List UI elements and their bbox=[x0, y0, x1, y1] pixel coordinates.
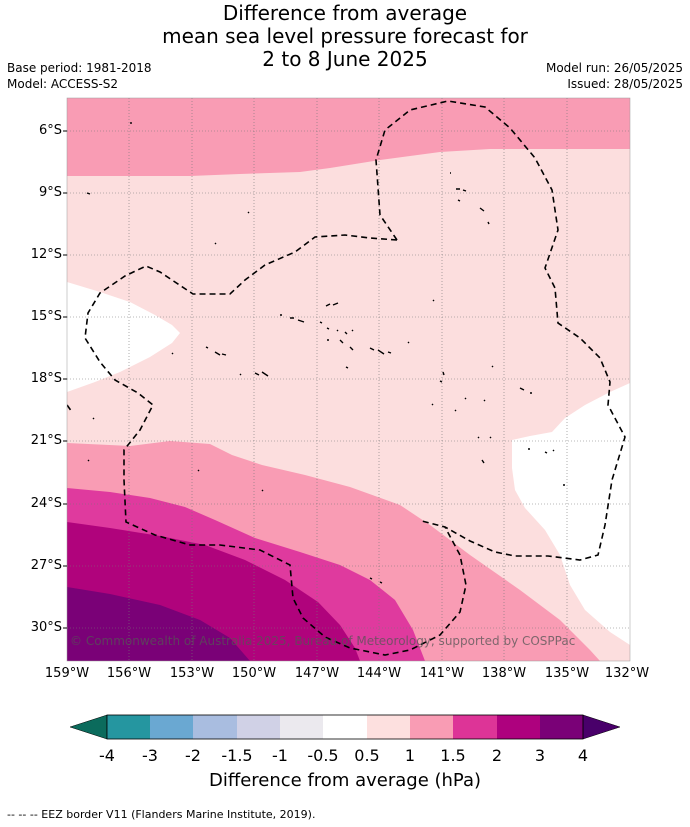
colorbar-tick: -4 bbox=[99, 746, 115, 765]
colorbar-tick: 1 bbox=[404, 746, 416, 765]
lat-label: 6°S bbox=[38, 123, 62, 138]
title-line-3: 2 to 8 June 2025 bbox=[262, 47, 428, 71]
colorbar-seg-6 bbox=[323, 715, 367, 739]
lon-label: 141°W bbox=[419, 666, 465, 681]
lat-label: 18°S bbox=[30, 371, 62, 386]
neutral-area-west bbox=[67, 282, 180, 392]
colorbar-seg-7 bbox=[367, 715, 410, 739]
colorbar-seg-10 bbox=[497, 715, 540, 739]
colorbar-tick: -1.5 bbox=[221, 746, 253, 765]
base-period: Base period: 1981-2018 bbox=[7, 61, 152, 75]
colorbar-seg-2 bbox=[150, 715, 193, 739]
colorbar-tick: -1 bbox=[272, 746, 288, 765]
colorbar-tick: 0.5 bbox=[354, 746, 380, 765]
islands bbox=[86, 122, 565, 584]
lat-label: 30°S bbox=[30, 620, 62, 635]
lon-label: 138°W bbox=[481, 666, 527, 681]
eez-borders bbox=[67, 100, 626, 656]
copyright-notice: © Commonwealth of Australia 2025, Bureau… bbox=[70, 634, 576, 648]
lat-label: 27°S bbox=[30, 558, 62, 573]
issued-date: Issued: 28/05/2025 bbox=[567, 77, 683, 91]
colorbar-tick: 3 bbox=[534, 746, 546, 765]
lat-label: 15°S bbox=[30, 309, 62, 324]
lon-label: 153°W bbox=[169, 666, 215, 681]
lat-label: 12°S bbox=[30, 247, 62, 262]
model-info: Base period: 1981-2018 Model: ACCESS-S2 bbox=[7, 60, 152, 92]
colorbar-tick: 1.5 bbox=[440, 746, 466, 765]
lon-label: 159°W bbox=[44, 666, 90, 681]
run-info: Model run: 26/05/2025 Issued: 28/05/2025 bbox=[546, 60, 683, 92]
colorbar-seg-1 bbox=[107, 715, 150, 739]
band-1-1.5-north bbox=[67, 98, 630, 176]
map-plot-area bbox=[67, 98, 630, 661]
lon-label: 150°W bbox=[231, 666, 277, 681]
colorbar-tick: 2 bbox=[491, 746, 503, 765]
colorbar-tick: -3 bbox=[142, 746, 158, 765]
colorbar bbox=[69, 714, 621, 740]
lat-ticks bbox=[63, 130, 67, 629]
lat-label: 21°S bbox=[30, 433, 62, 448]
colorbar-seg-5 bbox=[280, 715, 323, 739]
lon-label: 144°W bbox=[356, 666, 402, 681]
lon-label: 135°W bbox=[544, 666, 590, 681]
lat-label: 9°S bbox=[38, 185, 62, 200]
colorbar-low-extend bbox=[69, 714, 108, 740]
title-line-1: Difference from average bbox=[222, 1, 468, 25]
colorbar-frame bbox=[106, 714, 584, 740]
band-3-4 bbox=[67, 587, 250, 661]
colorbar-high-extend bbox=[582, 714, 621, 740]
colorbar-seg-11 bbox=[540, 715, 583, 739]
lon-label: 132°W bbox=[604, 666, 650, 681]
eez-footnote: -- -- -- EEZ border V11 (Flanders Marine… bbox=[7, 808, 316, 821]
lat-gridlines bbox=[67, 130, 630, 629]
colorbar-seg-9 bbox=[453, 715, 497, 739]
title-line-2: mean sea level pressure forecast for bbox=[162, 24, 528, 48]
lon-label: 156°W bbox=[106, 666, 152, 681]
model-run-date: Model run: 26/05/2025 bbox=[545, 61, 683, 75]
lat-label: 24°S bbox=[30, 496, 62, 511]
lon-label: 147°W bbox=[294, 666, 340, 681]
colorbar-seg-3 bbox=[193, 715, 237, 739]
colorbar-tick: -0.5 bbox=[307, 746, 339, 765]
colorbar-tick: 4 bbox=[577, 746, 589, 765]
colorbar-seg-4 bbox=[237, 715, 280, 739]
colorbar-seg-8 bbox=[410, 715, 453, 739]
colorbar-tick: -2 bbox=[185, 746, 201, 765]
map-title: Difference from average mean sea level p… bbox=[0, 2, 690, 71]
model-name: Model: ACCESS-S2 bbox=[7, 77, 119, 91]
colorbar-label: Difference from average (hPa) bbox=[208, 770, 482, 791]
neutral-area-east bbox=[512, 383, 630, 645]
